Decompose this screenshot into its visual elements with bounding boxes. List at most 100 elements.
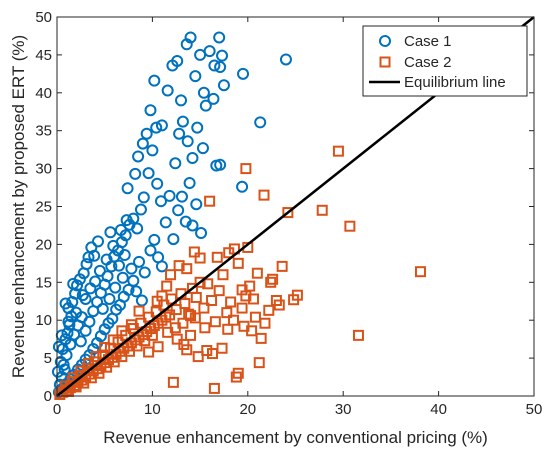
- y-tick-label: 35: [35, 123, 52, 140]
- case-1-point: [169, 157, 182, 170]
- y-tick-label: 30: [35, 161, 52, 178]
- case-1-point: [74, 335, 87, 348]
- x-tick-label: 10: [144, 401, 161, 418]
- case-1-point: [151, 177, 164, 190]
- case-1-point: [150, 121, 163, 134]
- legend-label-equilibrium-line: Equilibrium line: [404, 74, 506, 91]
- case-1-point: [131, 222, 144, 235]
- case-2-point: [181, 344, 193, 356]
- case-1-point: [102, 317, 115, 330]
- case-2-point: [116, 325, 128, 337]
- case-2-point: [244, 280, 256, 292]
- case-1-point: [140, 127, 153, 140]
- case-1-point: [175, 94, 188, 107]
- case-1-point: [214, 61, 227, 74]
- y-tick-label: 25: [35, 199, 52, 216]
- case-2-point: [240, 163, 252, 175]
- case-2-point: [223, 247, 235, 259]
- case-1-point: [135, 294, 148, 307]
- case-1-point: [197, 86, 210, 99]
- case-1-point: [138, 266, 151, 279]
- case-1-point: [113, 259, 126, 272]
- case-2-point: [211, 251, 223, 263]
- case-1-point: [93, 264, 106, 277]
- case-1-point: [144, 244, 157, 257]
- case-2-point: [202, 278, 214, 290]
- case-2-point: [258, 189, 270, 201]
- case-1-point: [217, 79, 230, 92]
- case-2-point: [188, 246, 200, 258]
- case-1-point: [254, 116, 267, 129]
- case-2-point: [273, 299, 285, 311]
- case-2-point: [204, 195, 216, 207]
- case-1-point: [167, 233, 180, 246]
- case-2-point: [90, 351, 102, 363]
- case-1-point: [159, 216, 172, 229]
- case-1-point: [172, 204, 185, 217]
- case-2-point: [251, 267, 263, 279]
- case-1-point: [190, 198, 203, 211]
- case-2-point: [82, 357, 94, 369]
- x-axis-label: Revenue enhancement by conventional pric…: [103, 428, 488, 447]
- case-1-point: [127, 212, 140, 225]
- case-2-point: [227, 314, 239, 326]
- case-1-point: [191, 121, 204, 134]
- case-1-point: [127, 274, 140, 287]
- case-1-point: [207, 92, 220, 105]
- case-2-point: [232, 257, 244, 269]
- case-2-point: [167, 376, 179, 388]
- case-2-point: [190, 291, 202, 303]
- case-1-point: [57, 358, 70, 371]
- case-2-point: [206, 294, 218, 306]
- x-tick-label: 20: [239, 401, 256, 418]
- case-2-point: [246, 325, 258, 337]
- case-2-point: [332, 145, 344, 157]
- case-1-point: [144, 104, 157, 117]
- case-1-point: [189, 70, 202, 83]
- case-2-point: [282, 207, 294, 219]
- case-1-point: [83, 315, 96, 328]
- case-1-point: [183, 177, 196, 190]
- case-1-point: [121, 182, 134, 195]
- case-2-point: [225, 296, 237, 308]
- case-1-point: [237, 67, 250, 80]
- case-1-point: [279, 53, 292, 66]
- case-1-point: [130, 285, 143, 298]
- data-points-layer: [51, 31, 426, 400]
- case-1-point: [133, 255, 146, 268]
- case-1-point: [89, 275, 102, 288]
- case-1-point: [181, 135, 194, 148]
- case-1-point: [173, 127, 186, 140]
- case-2-point: [259, 317, 271, 329]
- case-2-point: [133, 305, 145, 317]
- case-1-point: [186, 151, 199, 164]
- case-1-point: [129, 167, 142, 180]
- legend-label-case-1: Case 1: [404, 33, 452, 50]
- case-1-point: [142, 167, 155, 180]
- case-1-point: [199, 99, 212, 112]
- case-1-point: [195, 227, 208, 240]
- case-1-point: [114, 223, 127, 236]
- case-2-point: [194, 276, 206, 288]
- case-2-point: [253, 357, 265, 369]
- case-2-point: [217, 269, 229, 281]
- case-2-point: [249, 311, 261, 323]
- x-tick-label: 40: [430, 401, 447, 418]
- case-2-point: [177, 317, 189, 329]
- case-1-point: [148, 74, 161, 87]
- case-1-point: [80, 258, 93, 271]
- case-1-point: [203, 45, 216, 58]
- case-1-point: [208, 59, 221, 72]
- case-2-point: [181, 263, 193, 275]
- case-1-point: [61, 327, 74, 340]
- case-2-point: [265, 276, 277, 288]
- case-2-point: [152, 341, 164, 353]
- case-1-point: [175, 190, 188, 203]
- case-1-point: [116, 271, 129, 284]
- case-1-point: [213, 31, 226, 44]
- case-1-point: [87, 343, 100, 356]
- case-2-point: [173, 260, 185, 272]
- x-tick-label: 0: [53, 401, 61, 418]
- case-1-point: [64, 338, 77, 351]
